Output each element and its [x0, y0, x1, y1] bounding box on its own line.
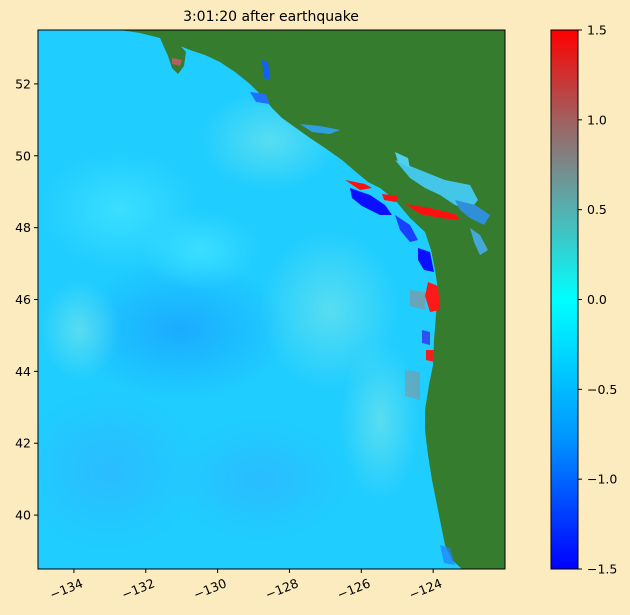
ocean-shade	[40, 280, 120, 380]
y-tick-label: 52	[15, 76, 31, 91]
ocean-shade	[38, 390, 200, 550]
ocean-shade	[340, 340, 420, 500]
wave-red	[425, 282, 440, 312]
puget-sound	[470, 228, 488, 255]
wave-red	[382, 194, 398, 202]
x-tick-label: −130	[191, 575, 228, 602]
wave-gray	[405, 370, 420, 400]
colorbar-tick-label: 1.0	[587, 112, 607, 127]
wave-blue	[395, 215, 418, 242]
inlet	[300, 124, 340, 134]
wave-red	[172, 58, 182, 66]
colorbar-tick-label: −1.0	[587, 472, 617, 487]
wave-blue	[250, 92, 270, 104]
y-tick-label: 46	[15, 292, 31, 307]
wave-blue	[418, 248, 434, 272]
y-tick-label: 50	[15, 148, 31, 163]
wave-blue	[350, 188, 392, 215]
x-tick-label: −132	[119, 575, 156, 602]
x-tick-label: −128	[263, 575, 300, 602]
inlet	[395, 152, 410, 168]
colorbar-tick-label: 1.5	[587, 23, 607, 38]
map-title: 3:01:20 after earthquake	[183, 9, 359, 25]
colorbar-tick-label: −1.5	[587, 562, 617, 577]
x-tick-label: −134	[48, 575, 85, 602]
colorbar	[550, 29, 579, 570]
y-tick-label: 48	[15, 220, 31, 235]
ocean-shade	[170, 420, 350, 540]
strait	[395, 160, 478, 210]
ocean-shade	[140, 210, 260, 290]
strait	[455, 200, 490, 225]
wave-blue	[422, 330, 430, 345]
ocean-shade	[70, 260, 290, 400]
x-tick-label: −126	[335, 575, 372, 602]
wave-red	[345, 180, 372, 190]
y-tick-label: 44	[15, 364, 31, 379]
map-area	[38, 30, 505, 569]
colorbar-tick-label: 0.0	[587, 292, 607, 307]
colorbar-tick-label: −0.5	[587, 382, 617, 397]
wave-red	[405, 204, 460, 220]
colorbar-tick-label: 0.5	[587, 202, 607, 217]
wave-blue	[440, 545, 455, 565]
x-tick-label: −124	[407, 575, 444, 602]
wave-gray	[410, 290, 425, 310]
y-tick-label: 40	[15, 508, 31, 523]
x-axis: −134 −132 −130 −128 −126 −124	[48, 569, 444, 602]
y-tick-label: 42	[15, 436, 31, 451]
colorbar-axis: 1.5 1.0 0.5 0.0 −0.5 −1.0 −1.5	[578, 23, 617, 577]
wave-red	[426, 350, 434, 362]
wave-blue	[262, 60, 270, 80]
y-axis: 40 42 44 46 48 50 52	[15, 76, 38, 523]
